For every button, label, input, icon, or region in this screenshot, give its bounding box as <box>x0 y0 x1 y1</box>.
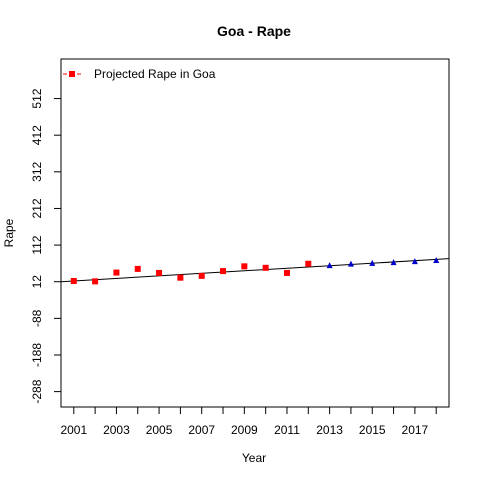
x-tick-label: 2007 <box>188 423 215 437</box>
data-point-square <box>92 278 99 285</box>
data-point-square <box>283 269 290 276</box>
data-point-triangle <box>369 259 376 266</box>
y-tick-label: 212 <box>30 198 44 218</box>
y-tick-label: 512 <box>30 88 44 108</box>
x-tick-label: 2009 <box>231 423 258 437</box>
x-tick-label: 2013 <box>316 423 343 437</box>
data-point-square <box>198 272 205 279</box>
y-tick-label: -188 <box>30 343 44 367</box>
data-point-square <box>305 260 312 267</box>
data-point-square <box>177 274 184 281</box>
legend: Projected Rape in Goa <box>63 67 216 81</box>
data-point-square <box>134 265 141 272</box>
x-tick-label: 2001 <box>60 423 87 437</box>
y-tick-label: -88 <box>30 309 44 327</box>
chart-title: Goa - Rape <box>217 23 291 39</box>
y-tick-label: 412 <box>30 125 44 145</box>
data-point-square <box>113 269 120 276</box>
legend-label: Projected Rape in Goa <box>94 67 216 81</box>
data-points <box>70 256 440 285</box>
y-tick-label: 312 <box>30 161 44 181</box>
data-point-triangle <box>411 258 418 265</box>
x-axis-label: Year <box>242 451 266 465</box>
data-point-square <box>241 263 248 270</box>
x-tick-label: 2011 <box>274 423 300 437</box>
y-axis-label: Rape <box>2 218 16 247</box>
data-point-square <box>70 277 77 284</box>
trend-line <box>60 258 450 283</box>
y-tick-label: 12 <box>30 275 44 289</box>
data-point-triangle <box>347 260 354 267</box>
data-point-triangle <box>326 262 333 269</box>
y-tick-label: -288 <box>30 379 44 403</box>
x-tick-label: 2015 <box>359 423 386 437</box>
x-tick-label: 2017 <box>402 423 429 437</box>
data-point-square <box>156 269 163 276</box>
data-point-square <box>262 264 269 271</box>
data-point-square <box>220 268 227 275</box>
x-tick-label: 2003 <box>103 423 130 437</box>
y-tick-label: 112 <box>30 235 44 254</box>
data-point-triangle <box>390 259 397 266</box>
legend-marker <box>69 71 75 77</box>
x-axis: 2001 2003 2005 2007 2009 2011 2013 2015 2017 <box>60 406 437 437</box>
plot-area-frame <box>60 58 450 408</box>
y-axis: -288 -188 -88 12 112 212 312 412 512 <box>30 88 62 404</box>
data-point-triangle <box>433 256 440 263</box>
x-tick-label: 2005 <box>146 423 173 437</box>
